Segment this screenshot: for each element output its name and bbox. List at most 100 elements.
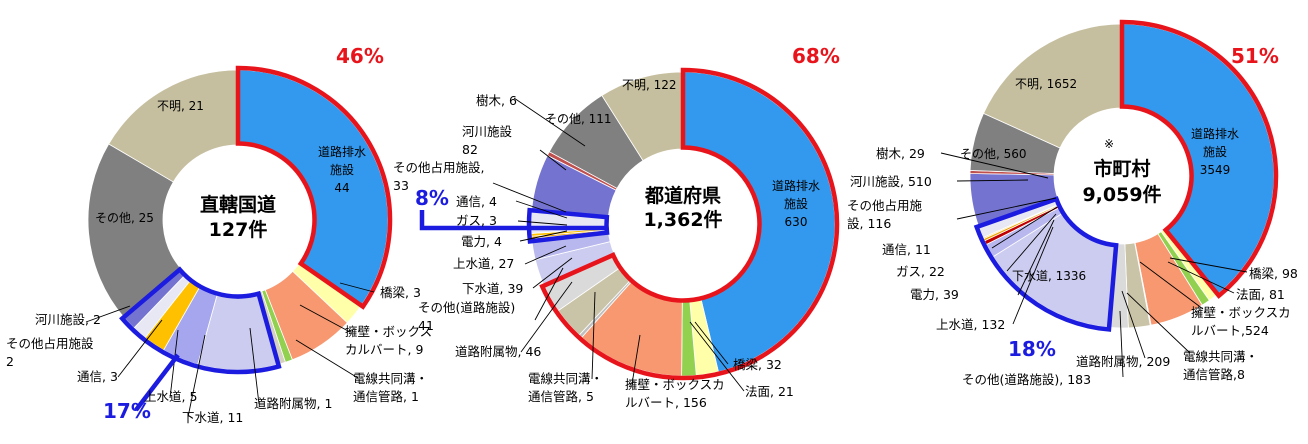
callout-connector (134, 353, 180, 412)
slice-label--: 電線共同溝・通信管路,8 (1183, 349, 1258, 382)
leader-line (631, 334, 641, 385)
share-callout-red: 46% (336, 44, 384, 68)
slice-label--: 電線共同溝・通信管路, 5 (528, 371, 603, 404)
leader-line (689, 321, 745, 392)
leader-line (1167, 261, 1235, 294)
slice-label--: 道路排水施設 3549 (1191, 126, 1239, 177)
center-title: 都道府県 (644, 184, 721, 207)
slice-label--: 樹木, 29 (876, 146, 925, 161)
leader-line (117, 319, 163, 378)
share-callout-red: 51% (1231, 44, 1279, 68)
leader-line (517, 220, 568, 226)
leader-line (1119, 310, 1124, 378)
leader-line (532, 257, 573, 289)
leader-line (956, 197, 1057, 220)
slice-label--: その他占用施設 2 (6, 336, 94, 369)
slice-label--: 下水道, 1336 (1012, 269, 1086, 283)
slice-label--: 電力, 39 (910, 287, 959, 302)
slice-label--: 道路附属物, 209 (1076, 354, 1170, 369)
leader-line (515, 200, 568, 219)
slice-label--: 法面, 81 (1236, 287, 1285, 302)
slice-label--: 河川施設, 510 (850, 174, 932, 189)
slice-label--: その他(道路施設), 183 (962, 372, 1091, 387)
center-title: 直轄国道 (200, 193, 276, 216)
slice-label--: 道路排水施設 44 (318, 144, 366, 195)
slice-label--: 通信, 11 (882, 242, 931, 257)
slice-label--: 上水道, 5 (144, 389, 197, 404)
share-callout-blue: 18% (1008, 337, 1056, 361)
slice-label--: 不明, 1652 (1015, 77, 1077, 91)
leader-line (520, 281, 573, 353)
slice-label--: 橋梁, 98 (1249, 266, 1298, 281)
slice-label--: 不明, 122 (622, 78, 677, 92)
callout-connector (419, 210, 605, 231)
slice-label--: 河川施設, 2 (35, 312, 101, 327)
leader-line (1017, 219, 1055, 296)
slice-label--: 樹木, 6 (476, 93, 517, 108)
leader-line (1169, 257, 1248, 273)
leader-line (524, 245, 567, 265)
leader-line (991, 206, 1058, 249)
slice-label--: 電力, 4 (461, 234, 502, 249)
slice-label--: その他, 25 (95, 211, 154, 225)
slice-label--: ガス, 22 (896, 264, 945, 279)
highlight-outline-red (1119, 19, 1279, 299)
leader-line (169, 329, 179, 399)
slice-- (982, 23, 1123, 149)
slice-label--: 擁壁・ボックスカルバート,524 (1191, 305, 1291, 338)
leader-line (492, 182, 567, 213)
leader-line (940, 152, 1049, 179)
center-count: 9,059件 (1082, 183, 1161, 206)
slice-label--: その他占用施設, 116 (847, 198, 923, 231)
leader-line (187, 334, 206, 418)
leader-line (591, 291, 596, 380)
share-callout-blue: 17% (103, 399, 151, 423)
highlight-outline-red (539, 67, 840, 381)
slice-label--: 下水道, 11 (182, 410, 243, 425)
leader-line (513, 97, 586, 147)
leader-line (534, 267, 564, 321)
slice-label--: その他, 111 (545, 112, 612, 126)
donut-chart-3: 道路排水施設 3549 橋梁, 98 法面, 81 擁壁・ボックスカルバート,524 電線… (847, 19, 1298, 387)
donut-chart-2: 道路排水施設 630 橋梁, 32 法面, 21 擁壁・ボックスカルバート, 156 電線… (393, 44, 840, 410)
leader-line (1126, 292, 1191, 354)
slice-label--: 橋梁, 32 (733, 357, 782, 372)
slice-label--: 上水道, 132 (936, 317, 1005, 332)
slice-label--: 擁壁・ボックスカルバート, 9 (345, 324, 432, 357)
share-callout-blue: 8% (415, 186, 449, 210)
slice-label--: 上水道, 27 (453, 256, 514, 271)
share-callout-red: 68% (792, 44, 840, 68)
slice-label--: その他, 560 (960, 147, 1027, 161)
slice-label--: 道路排水施設 630 (772, 178, 820, 229)
slice-label--: 擁壁・ボックスカルバート, 156 (625, 377, 725, 410)
donut-chart-1: 道路排水施設 44 橋梁, 3 擁壁・ボックスカルバート, 9 電線共同溝・通信管路, … (6, 44, 432, 425)
center-count: 127件 (209, 218, 268, 241)
leader-line (1006, 213, 1057, 272)
slice-- (87, 143, 182, 318)
slice-- (108, 69, 239, 183)
center-count: 1,362件 (643, 208, 722, 231)
slice-label--: 法面, 21 (745, 384, 794, 399)
center-note: ※ (1104, 137, 1114, 151)
leader-line (539, 149, 567, 171)
highlight-outline-blue (526, 207, 610, 244)
leader-line (85, 305, 131, 323)
leader-line (339, 282, 375, 293)
slice-label--: ガス, 3 (456, 213, 497, 228)
leader-line (1139, 261, 1204, 310)
slice-label--: 電線共同溝・通信管路, 1 (353, 371, 428, 404)
slice-label--: 下水道, 39 (462, 281, 523, 296)
leader-line (1012, 226, 1054, 325)
highlight-outline-blue (973, 196, 1119, 332)
leader-line (694, 321, 729, 365)
leader-line (1121, 290, 1146, 359)
leader-line (956, 179, 1029, 182)
slice-label--: 通信, 4 (456, 194, 497, 209)
slice-label--: 道路附属物, 46 (455, 344, 541, 359)
leader-line (519, 230, 568, 242)
center-title: 市町村 (1093, 157, 1150, 180)
slice-label--: 不明, 21 (157, 99, 204, 113)
slice-label--: 通信, 3 (77, 369, 118, 384)
